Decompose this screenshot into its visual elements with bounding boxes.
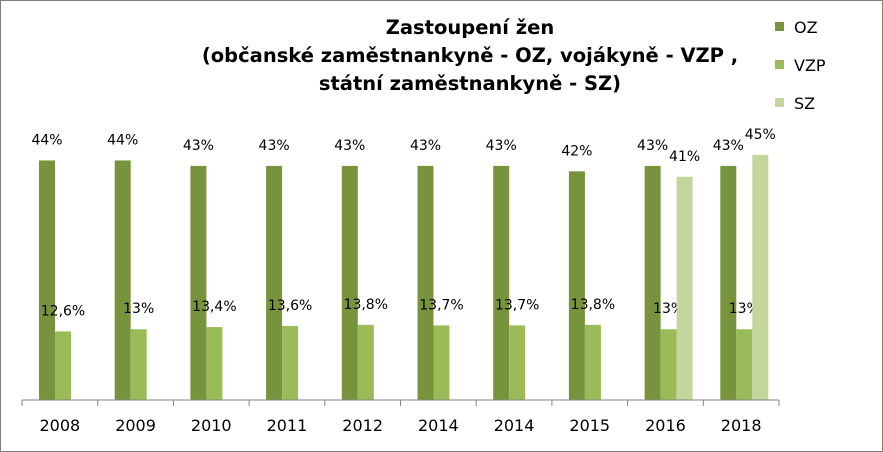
bar-oz-0 <box>39 160 55 400</box>
legend-label-vzp: VZP <box>794 56 826 75</box>
bar-vzp-2 <box>206 327 223 400</box>
data-label-vzp-6: 13,7% <box>495 297 539 313</box>
bar-vzp-6 <box>509 325 526 400</box>
data-label-vzp-7: 13,8% <box>571 297 615 313</box>
chart-title-line-2: (občanské zaměstnankyně - OZ, vojákyně -… <box>201 44 739 67</box>
bar-oz-5 <box>417 165 434 400</box>
chart-title-line-1: Zastoupení žen <box>385 16 555 39</box>
bar-vzp-0 <box>55 331 71 400</box>
bar-vzp-1 <box>130 329 147 400</box>
bar-oz-9 <box>720 165 737 400</box>
data-label-vzp-9: 13% <box>729 301 760 317</box>
data-label-vzp-2: 13,4% <box>192 299 236 315</box>
data-label-oz-6: 43% <box>486 138 517 154</box>
bar-oz-8 <box>644 165 661 400</box>
bar-oz-1 <box>114 160 131 400</box>
data-label-vzp-1: 13% <box>123 301 154 317</box>
bar-oz-4 <box>341 165 358 400</box>
bar-oz-6 <box>493 165 510 400</box>
legend-label-sz: SZ <box>794 94 816 113</box>
bar-vzp-9 <box>736 329 753 400</box>
bar-sz-8 <box>676 176 693 400</box>
data-label-oz-1: 44% <box>107 132 138 148</box>
data-label-oz-3: 43% <box>259 138 290 154</box>
data-label-sz-9: 45% <box>745 127 776 143</box>
data-label-oz-4: 43% <box>334 138 365 154</box>
x-tick-label-4: 2012 <box>342 416 383 435</box>
bar-vzp-7 <box>584 324 601 400</box>
data-label-vzp-0: 12,6% <box>41 303 85 319</box>
data-label-vzp-8: 13% <box>653 301 684 317</box>
bar-vzp-5 <box>433 325 450 400</box>
bar-oz-2 <box>190 165 207 400</box>
x-tick-label-6: 2014 <box>494 416 535 435</box>
x-tick-label-1: 2009 <box>115 416 156 435</box>
bar-vzp-8 <box>660 329 677 400</box>
legend-swatch-vzp <box>775 60 784 69</box>
bar-sz-9 <box>752 155 769 400</box>
data-label-oz-9: 43% <box>713 138 744 154</box>
legend-swatch-oz <box>775 22 784 31</box>
legend-swatch-sz <box>775 98 784 107</box>
chart-title: Zastoupení žen (občanské zaměstnankyně -… <box>190 14 750 98</box>
data-label-vzp-4: 13,8% <box>344 297 388 313</box>
data-label-oz-0: 44% <box>31 132 62 148</box>
bar-oz-7 <box>568 171 585 400</box>
data-label-oz-5: 43% <box>410 138 441 154</box>
data-label-oz-2: 43% <box>183 138 214 154</box>
chart-title-line-3: státní zaměstnankyně - SZ) <box>318 72 622 95</box>
bar-vzp-4 <box>357 324 374 400</box>
x-tick-label-2: 2010 <box>191 416 232 435</box>
bar-vzp-3 <box>282 325 299 400</box>
legend-label-oz: OZ <box>794 18 818 37</box>
data-label-oz-7: 42% <box>561 143 592 159</box>
data-label-sz-8: 41% <box>669 149 700 165</box>
x-tick-label-5: 2014 <box>418 416 459 435</box>
data-label-vzp-5: 13,7% <box>419 297 463 313</box>
x-tick-label-0: 2008 <box>39 416 80 435</box>
bar-oz-3 <box>266 165 283 400</box>
x-tick-label-7: 2015 <box>569 416 610 435</box>
x-tick-label-9: 2018 <box>721 416 762 435</box>
x-tick-label-8: 2016 <box>645 416 686 435</box>
x-tick-label-3: 2011 <box>267 416 308 435</box>
data-label-vzp-3: 13,6% <box>268 298 312 314</box>
data-label-oz-8: 43% <box>637 138 668 154</box>
